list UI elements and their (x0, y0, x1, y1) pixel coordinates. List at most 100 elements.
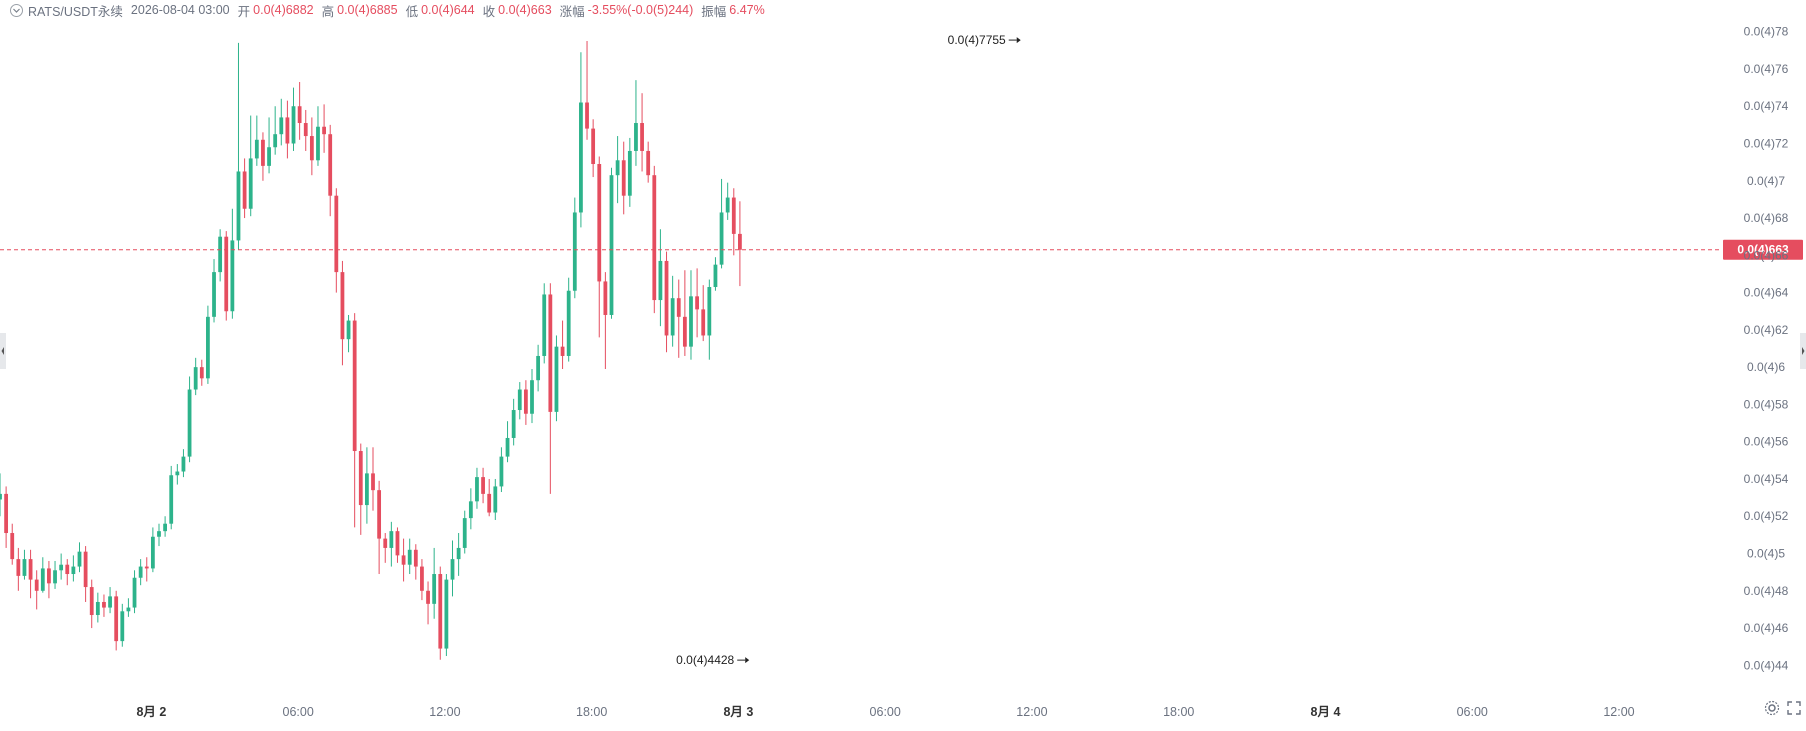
candle-body (689, 296, 693, 347)
high-value: 0.0(4)6885 (337, 3, 398, 17)
candle-body (438, 574, 443, 649)
candle-body (102, 601, 106, 608)
left-panel-handle[interactable] (0, 333, 6, 369)
candles (0, 41, 742, 660)
close-value: 0.0(4)663 (498, 3, 552, 17)
candle-body (609, 175, 614, 315)
candle-body (713, 264, 718, 288)
candle-datetime: 2026-08-04 03:00 (130, 3, 230, 17)
candle-body (364, 473, 369, 506)
y-tick-label: 0.0(4)72 (1744, 137, 1789, 151)
y-tick-label: 0.0(4)56 (1744, 435, 1789, 449)
candle-body (285, 117, 290, 144)
candle-body (658, 260, 663, 301)
candle-body (193, 367, 198, 390)
candle-body (40, 568, 45, 591)
candle-body (462, 518, 467, 548)
chevron-down-icon[interactable] (10, 3, 23, 17)
right-panel-handle[interactable] (1800, 333, 1806, 369)
candle-body (682, 316, 687, 347)
y-tick-label: 0.0(4)62 (1744, 323, 1789, 337)
symbol-name[interactable]: RATS/USDT永续 (28, 4, 123, 19)
candle-body (169, 475, 174, 524)
candle-body (132, 577, 137, 608)
x-tick-label: 18:00 (1163, 705, 1194, 719)
candle-body (560, 346, 565, 356)
candle-body (487, 493, 492, 513)
candle-body (199, 367, 204, 379)
candle-body (236, 171, 241, 241)
candle-body (95, 601, 100, 616)
y-tick-label: 0.0(4)58 (1744, 397, 1789, 411)
candle-body (548, 294, 553, 412)
candle-body (59, 564, 64, 571)
candle-body (530, 380, 534, 414)
candle-body (725, 197, 730, 213)
candle-body (163, 523, 167, 532)
candle-body (120, 611, 125, 642)
candle-body (499, 456, 504, 487)
extreme-price-arrowhead (745, 657, 750, 664)
x-tick-label: 12:00 (1603, 705, 1634, 719)
chart-header: RATS/USDT永续 2026-08-04 03:00 开 0.0(4)688… (10, 1, 773, 19)
y-tick-label: 0.0(4)54 (1744, 472, 1789, 486)
candle-body (566, 290, 571, 356)
candle-body (634, 123, 638, 151)
candle-body (254, 139, 259, 159)
candle-body (475, 477, 479, 502)
y-tick-label: 0.0(4)68 (1744, 211, 1789, 225)
candle-body (511, 410, 516, 438)
candle-body (303, 123, 308, 137)
candle-body (10, 533, 15, 560)
candle-body (646, 150, 651, 176)
candle-body (542, 294, 547, 356)
candle-body (150, 536, 155, 569)
candle-body (603, 281, 608, 315)
candle-body (126, 607, 131, 612)
candle-body (615, 160, 620, 176)
change-label: 涨幅 (559, 4, 585, 19)
candle-body (640, 123, 644, 151)
candle-body (309, 136, 314, 161)
candle-body (591, 128, 596, 165)
candle-body (83, 551, 88, 588)
candle-body (22, 559, 27, 576)
change-value: -3.55%(-0.0(5)244) (587, 3, 694, 17)
y-tick-label: 0.0(4)48 (1744, 584, 1789, 598)
y-tick-label: 0.0(4)7 (1747, 174, 1785, 188)
candle-body (627, 150, 632, 196)
candle-body (89, 587, 94, 616)
x-tick-label: 8月 3 (723, 705, 753, 719)
candle-body (738, 233, 742, 250)
candle-body (71, 566, 76, 575)
y-tick-label: 0.0(4)66 (1744, 248, 1789, 262)
gear-icon[interactable] (1764, 700, 1780, 720)
amplitude-label: 振幅 (701, 4, 727, 19)
candle-body (0, 493, 2, 500)
candle-body (407, 549, 412, 565)
candle-body (108, 596, 112, 608)
candle-body (676, 298, 681, 317)
candle-body (468, 501, 473, 519)
x-tick-label: 06:00 (870, 705, 901, 719)
x-tick-label: 12:00 (1016, 705, 1047, 719)
low-value: 0.0(4)644 (421, 3, 475, 17)
open-value: 0.0(4)6882 (253, 3, 314, 17)
candle-body (572, 212, 577, 291)
candle-body (138, 566, 143, 578)
expand-icon[interactable] (1786, 700, 1802, 720)
candle-body (322, 126, 326, 135)
candle-body (432, 574, 437, 604)
candle-body (242, 171, 247, 209)
candle-body (426, 590, 430, 604)
extreme-price-arrowhead (1016, 37, 1021, 44)
candle-body (53, 570, 57, 584)
candle-body (493, 486, 498, 513)
candle-body (413, 549, 418, 567)
y-tick-label: 0.0(4)78 (1744, 25, 1789, 39)
candle-body (621, 160, 626, 196)
candle-body (444, 579, 449, 649)
y-tick-label: 0.0(4)46 (1744, 621, 1789, 635)
